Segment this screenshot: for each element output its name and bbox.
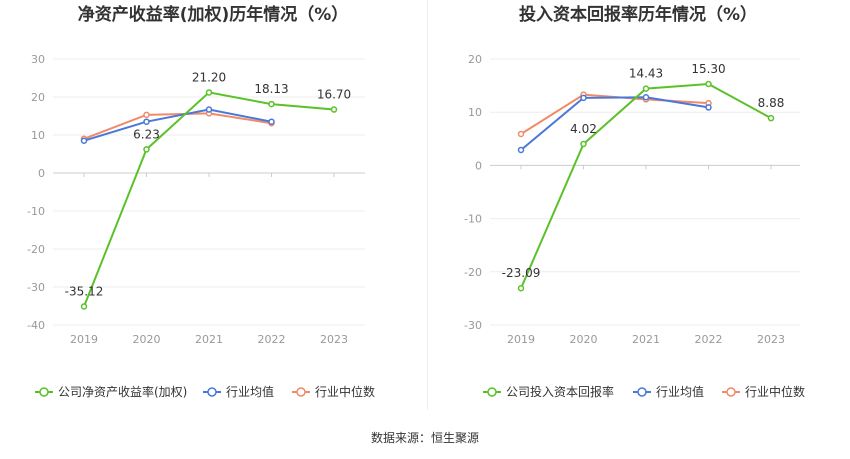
data-point <box>767 114 775 122</box>
data-label: 15.30 <box>691 62 725 76</box>
series-line <box>83 112 272 140</box>
series-line <box>83 108 272 142</box>
data-point <box>642 85 650 92</box>
series-line <box>520 96 709 151</box>
roe-chart: 净资产收益率(加权)历年情况（%） 30 20 10 0 -10 -20 -30 -40 2019… <box>27 4 375 399</box>
data-label: 21.20 <box>192 70 226 84</box>
data-label: 16.70 <box>317 88 351 102</box>
y-tick-label: -10 <box>464 213 482 226</box>
legend-marker <box>726 387 736 397</box>
x-tick-label: 2023 <box>320 333 348 346</box>
y-tick-label: 0 <box>475 159 482 172</box>
legend-marker <box>207 387 217 397</box>
y-tick-label: 10 <box>31 129 45 142</box>
legend-label: 行业中位数 <box>315 384 375 399</box>
y-tick-label: 20 <box>468 53 482 66</box>
y-tick-label: -40 <box>27 319 45 332</box>
data-point <box>580 140 587 148</box>
data-point <box>205 89 213 96</box>
data-point <box>517 130 525 138</box>
y-tick-label: -10 <box>27 205 45 218</box>
data-point <box>80 137 88 144</box>
y-tick-label: -30 <box>27 281 45 294</box>
data-point <box>268 100 275 108</box>
y-tick-label: -30 <box>464 319 482 332</box>
data-label: 6.23 <box>133 127 160 141</box>
y-tick-label: 0 <box>38 167 45 180</box>
data-label: 4.02 <box>570 122 597 136</box>
x-tick-label: 2019 <box>507 333 535 346</box>
data-point <box>705 80 712 88</box>
series-line <box>520 82 772 289</box>
roic-chart: 投入资本回报率历年情况（%） 20 10 0 -10 -20 -30 2019 2020 2021… <box>464 4 805 399</box>
data-point <box>580 94 587 102</box>
series-line <box>520 93 709 135</box>
x-tick-label: 2022 <box>695 333 723 346</box>
legend-label: 行业均值 <box>226 384 274 399</box>
x-tick-label: 2021 <box>632 333 660 346</box>
chart-divider <box>427 0 428 410</box>
data-point <box>517 284 525 292</box>
chart-title: 净资产收益率(加权)历年情况（%） <box>78 4 349 25</box>
data-label: 18.13 <box>254 82 288 96</box>
legend-marker <box>296 387 306 397</box>
y-tick-label: 10 <box>468 106 482 119</box>
data-label: 8.88 <box>758 96 785 110</box>
y-tick-label: 30 <box>31 53 45 66</box>
data-point <box>205 106 213 113</box>
data-point <box>705 104 712 111</box>
legend-marker <box>39 387 49 397</box>
x-tick-label: 2023 <box>757 333 785 346</box>
legend-label: 行业均值 <box>656 384 704 399</box>
x-tick-label: 2020 <box>570 333 598 346</box>
data-point <box>80 303 88 310</box>
data-label: -35.12 <box>65 284 104 298</box>
data-point <box>143 146 150 153</box>
legend-label: 公司投入资本回报率 <box>506 384 614 399</box>
y-tick-label: -20 <box>27 243 45 256</box>
data-point <box>642 94 650 101</box>
chart-title: 投入资本回报率历年情况（%） <box>519 4 757 25</box>
data-point <box>268 118 275 125</box>
data-label: -23.09 <box>502 266 541 280</box>
data-point <box>330 106 338 113</box>
x-tick-label: 2021 <box>195 333 223 346</box>
data-point <box>143 118 150 125</box>
y-tick-label: 20 <box>31 91 45 104</box>
legend-marker <box>637 387 647 397</box>
legend-label: 行业中位数 <box>745 384 805 399</box>
legend-marker <box>487 387 497 397</box>
x-tick-label: 2022 <box>258 333 286 346</box>
data-point <box>143 111 150 119</box>
data-source-note: 数据来源：恒生聚源 <box>370 431 479 445</box>
data-point <box>517 146 525 154</box>
x-tick-label: 2019 <box>70 333 98 346</box>
x-tick-label: 2020 <box>133 333 161 346</box>
y-tick-label: -20 <box>464 266 482 279</box>
legend-label: 公司净资产收益率(加权) <box>58 384 187 399</box>
data-label: 14.43 <box>629 67 663 81</box>
